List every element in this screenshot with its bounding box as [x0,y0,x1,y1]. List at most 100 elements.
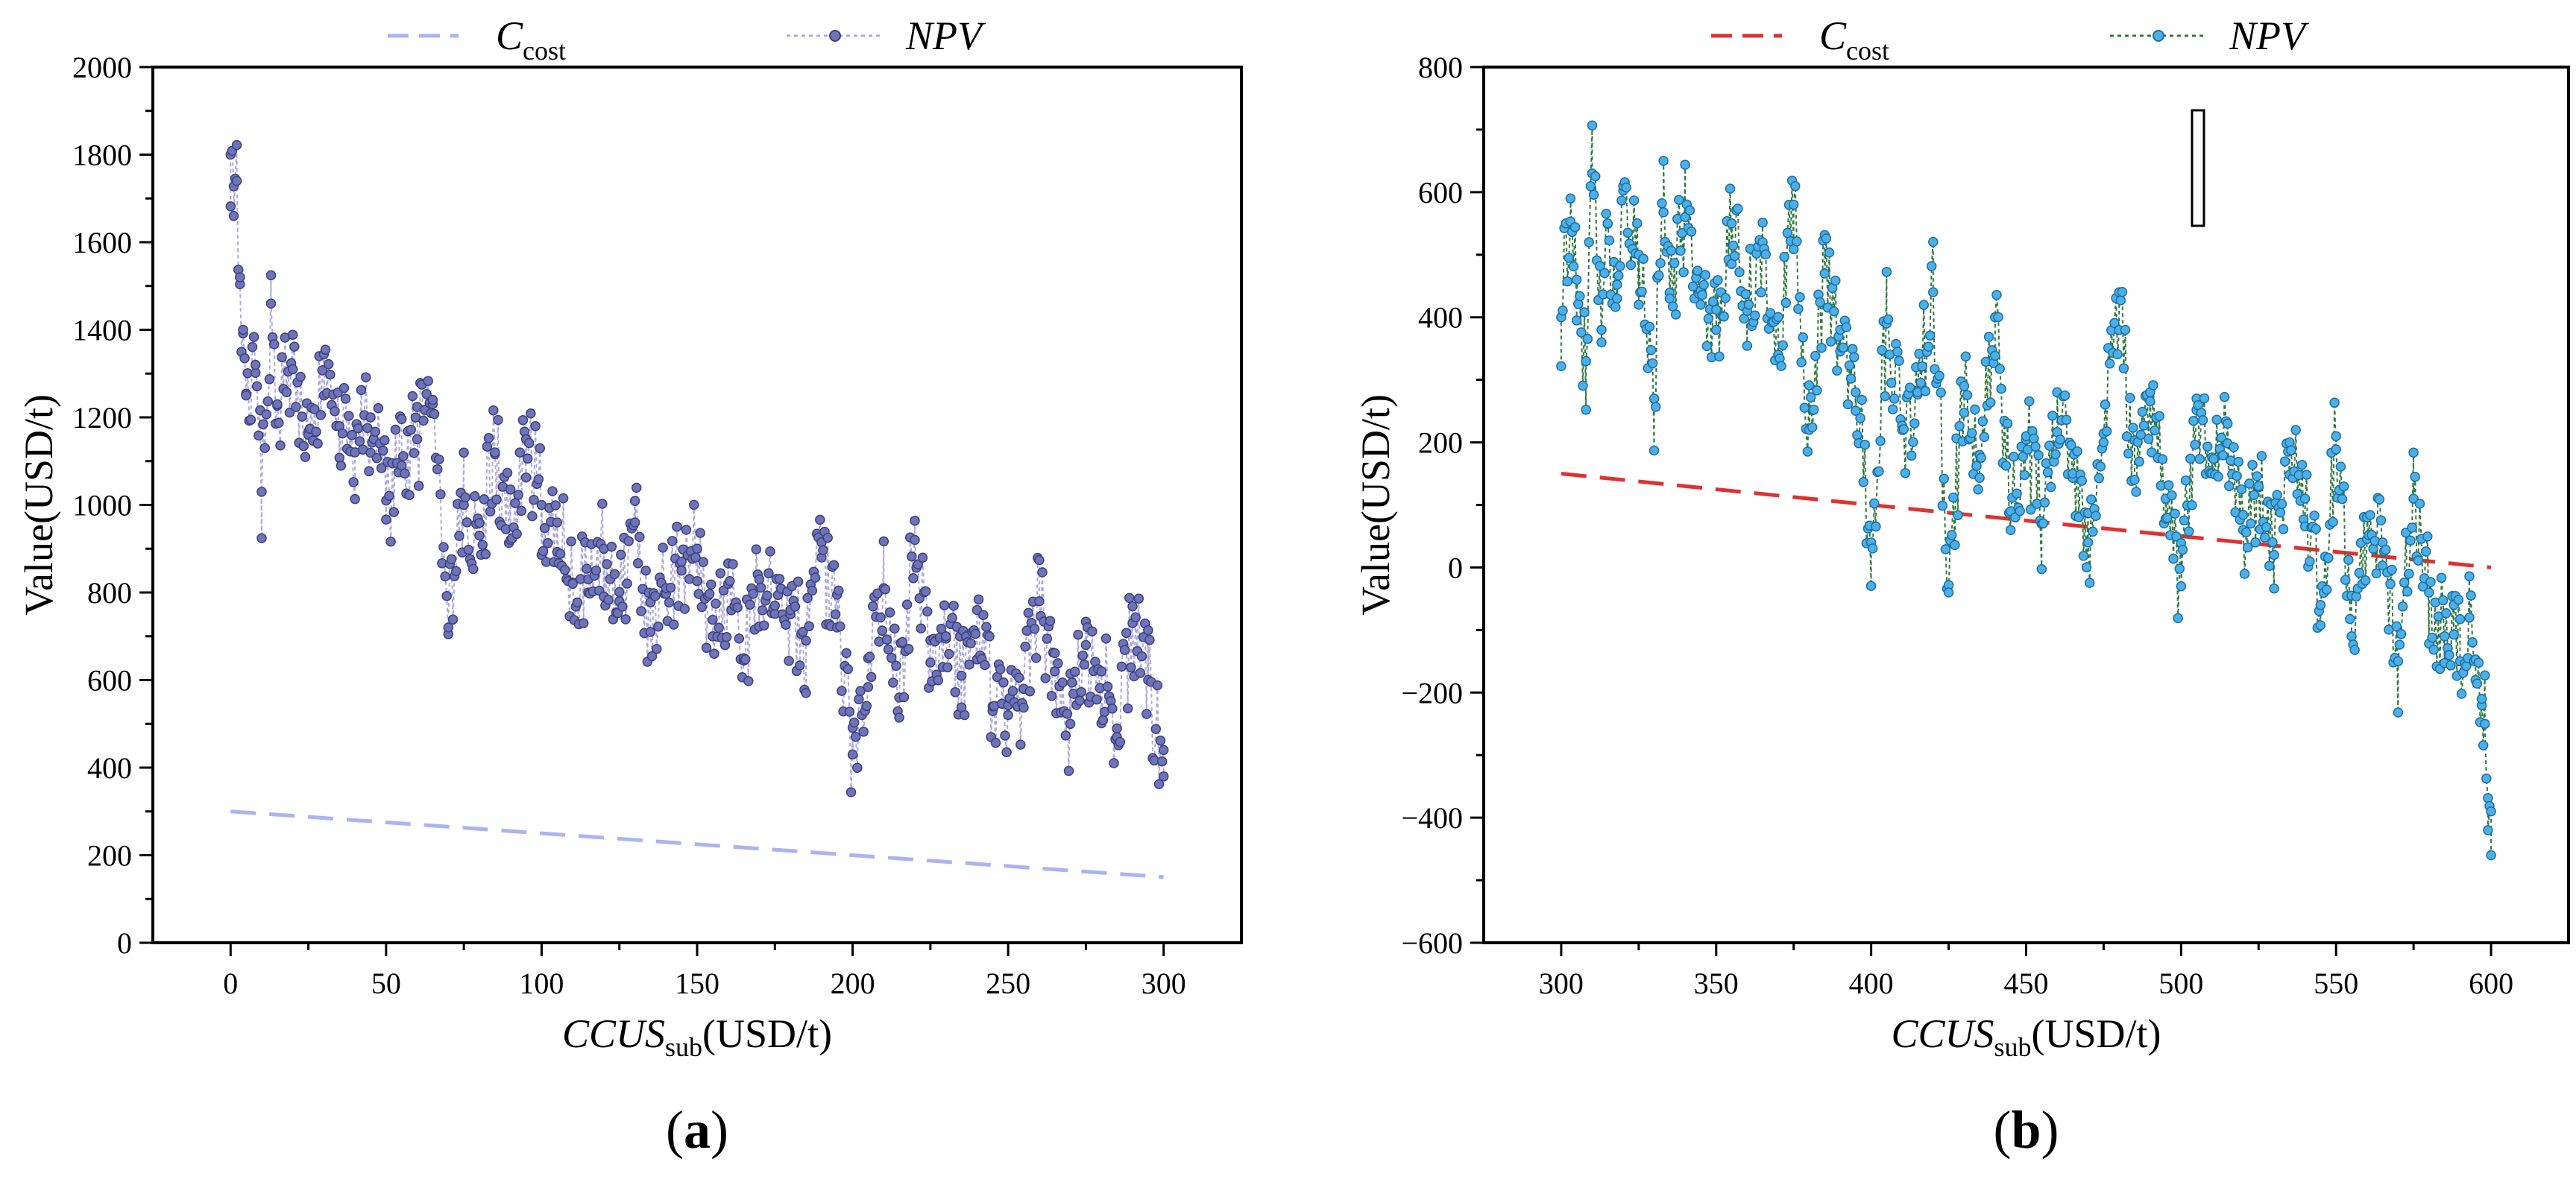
npv-point [2315,600,2326,610]
npv-point [377,445,388,456]
npv-point [1599,268,1610,279]
y-tick-label: 800 [1418,51,1463,84]
npv-point [1959,381,1970,391]
npv-point [1601,209,1611,219]
npv-point [1855,413,1865,423]
npv-point [529,494,539,505]
npv-point [1909,418,1920,429]
npv-point [1983,332,1994,342]
npv-point [1857,394,1867,405]
npv-point [1109,758,1119,768]
npv-point [1812,385,1822,396]
npv-point [981,622,992,633]
npv-point [854,694,864,705]
npv-point [336,461,347,471]
npv-point [2185,453,2196,464]
npv-point [631,482,642,493]
npv-point [298,440,309,452]
npv-point [1874,466,1884,477]
npv-point [1990,350,2000,361]
npv-point [261,409,272,420]
npv-point [793,576,804,587]
npv-point [1953,510,1963,520]
npv-point [1096,666,1107,677]
npv-point [689,499,699,511]
npv-point [1102,681,1113,692]
npv-point [2129,475,2140,485]
npv-point [1119,645,1130,655]
npv-point [1680,212,1690,223]
npv-point [614,587,625,598]
x-tick-label: 200 [831,967,875,1000]
npv-point [1034,596,1045,607]
npv-point [2340,575,2351,585]
npv-point [1158,771,1169,782]
npv-point [427,394,438,405]
npv-point [2233,456,2244,467]
npv-point [505,484,516,495]
npv-point [913,559,923,570]
npv-point [1621,182,1631,193]
npv-point [2343,554,2354,565]
npv-point [990,738,1001,748]
npv-point [407,391,418,402]
npv-point [1926,261,1937,271]
npv-point [706,579,717,590]
npv-point [855,686,866,697]
npv-point [2118,363,2129,373]
npv-point [262,396,274,407]
npv-point [1612,293,1622,304]
npv-point [1686,227,1697,237]
npv-point [469,491,480,502]
npv-point [2095,461,2106,472]
npv-point [2163,480,2174,490]
npv-point [834,585,844,596]
npv-point [287,329,298,340]
npv-point [2428,644,2439,655]
npv-point [348,477,359,487]
npv-point [522,453,533,464]
npv-point [350,493,360,505]
npv-point [2117,286,2128,297]
npv-point [1701,341,1713,352]
npv-point [1122,703,1133,714]
npv-point [1750,310,1760,321]
npv-point [384,490,394,501]
npv-point [2202,441,2213,452]
npv-point [715,568,726,578]
npv-point [1948,492,1959,503]
npv-point [2033,450,2044,461]
npv-point [2018,451,2029,462]
npv-point [696,601,708,613]
npv-point [858,727,869,737]
npv-point [2009,452,2019,462]
npv-point [2444,650,2454,660]
npv-point [2399,577,2410,588]
npv-point [1622,227,1634,238]
npv-point [1695,300,1706,310]
x-axis-title: CCUSsub(USD/t) [562,1011,832,1062]
npv-point [704,589,715,599]
legend-npv-label: NPV [905,13,986,58]
npv-point [721,632,732,642]
x-tick-label: 600 [2469,967,2513,1000]
npv-point [253,430,264,441]
npv-point [245,414,256,426]
chart-panel-a: 0 50 100 150 200 250 300 0 200 400 600 800 1000 1200 1… [16,13,1243,1160]
npv-point [1936,388,1946,398]
npv-point [2091,511,2101,521]
npv-point [365,412,376,423]
npv-point [578,618,589,628]
npv-point [758,620,769,630]
npv-point [1115,736,1126,748]
y-tick-label: 600 [1418,176,1463,209]
y-tick-label: 1800 [72,139,132,172]
npv-point [2264,560,2275,571]
npv-point [2393,656,2404,667]
npv-point [2387,564,2397,575]
npv-point [903,644,914,654]
npv-point [1692,265,1703,276]
npv-point [441,590,452,601]
npv-point [404,490,415,501]
